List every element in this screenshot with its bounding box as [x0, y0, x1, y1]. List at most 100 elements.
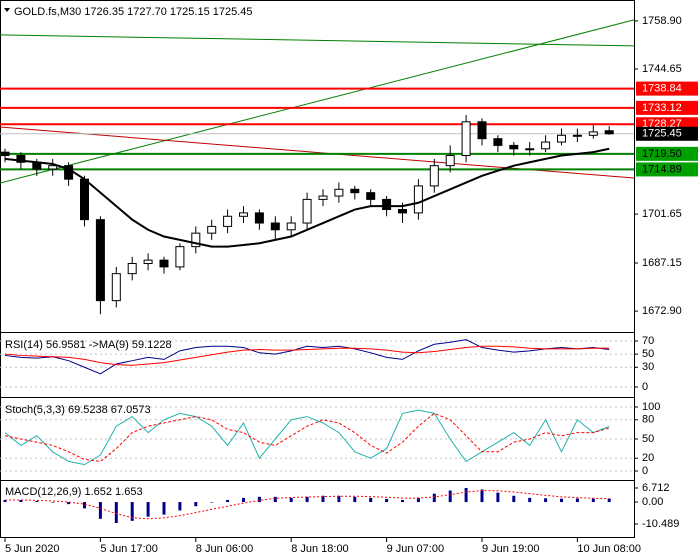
price-tag-label: 1725.45 — [642, 128, 682, 140]
price-tag-label: 1719.50 — [642, 148, 682, 160]
macd-bar — [321, 495, 325, 503]
y-tick-label: 0 — [642, 381, 648, 393]
price-tag — [636, 100, 698, 115]
candle-body — [429, 165, 439, 187]
macd-bar — [242, 497, 245, 503]
macd-bar — [194, 502, 198, 507]
macd-bar — [67, 502, 71, 505]
macd-bar — [289, 497, 293, 503]
y-tick-label: 1744.65 — [642, 63, 682, 75]
y-tick-label: 20 — [642, 452, 654, 464]
indicator-line — [4, 339, 610, 375]
price-tag-label: 1738.84 — [642, 82, 682, 94]
candle-body — [350, 188, 360, 194]
candle-body — [254, 212, 264, 224]
macd-bar — [226, 499, 230, 503]
panel-title: Stoch(5,3,3) 69.5238 67.0573 — [5, 404, 151, 416]
x-tick-label: 8 Jun 18:00 — [291, 543, 349, 555]
x-tick-label: 5 Jun 17:00 — [100, 543, 157, 555]
macd-bar — [480, 489, 484, 503]
price-tag-label: 1714.89 — [642, 163, 682, 175]
panel-title: MACD(12,26,9) 1.652 1.653 — [5, 486, 143, 498]
indicator-line — [4, 412, 610, 462]
macd-bar — [210, 502, 214, 503]
macd-bar — [98, 502, 102, 519]
menu-arrow — [4, 8, 10, 12]
candle-body — [604, 130, 614, 135]
macd-bar — [35, 501, 39, 503]
macd-bar — [512, 495, 516, 503]
macd-bar — [273, 496, 277, 503]
candle-body — [572, 134, 582, 137]
macd-bar — [114, 502, 118, 523]
candle-body — [111, 273, 121, 302]
candle-body — [334, 188, 344, 197]
candle-body — [445, 155, 455, 167]
macd-bar — [607, 498, 611, 503]
candle-body — [477, 121, 487, 140]
candle-body — [175, 246, 185, 268]
y-tick-label: 0 — [642, 465, 648, 477]
candle-body — [207, 225, 217, 234]
candle-body — [461, 121, 471, 157]
macd-bar — [51, 502, 55, 503]
candle-body — [270, 222, 280, 231]
candle-body — [127, 263, 137, 275]
y-tick-label: 1687.15 — [642, 257, 682, 269]
price-tag-label: 1733.12 — [642, 102, 682, 114]
candle-body — [382, 198, 392, 211]
indicator-line — [4, 409, 610, 466]
macd-bar — [416, 497, 420, 503]
x-tick-label: 8 Jun 06:00 — [196, 543, 254, 555]
macd-bar — [448, 490, 452, 503]
signal-line — [5, 490, 610, 520]
panel-title: RSI(14) 56.9581 ->MA(9) 59.1228 — [5, 339, 172, 351]
candle-body — [318, 195, 328, 200]
macd-bar — [305, 496, 309, 503]
candle-body — [239, 212, 248, 217]
macd-bar — [385, 498, 389, 503]
x-tick-label: 5 Jun 2020 — [5, 543, 59, 555]
candle-body — [366, 192, 376, 200]
macd-bar — [496, 492, 500, 503]
macd-bar — [464, 488, 468, 503]
y-tick-label: -10.489 — [642, 518, 679, 530]
y-tick-label: 1758.90 — [642, 15, 682, 27]
trend-line — [0, 19, 635, 184]
y-tick-label: 30 — [642, 361, 654, 373]
candle-body — [525, 148, 535, 151]
macd-bar — [83, 502, 86, 509]
candle-body — [48, 165, 58, 170]
macd-bar — [337, 495, 341, 503]
macd-bar — [146, 502, 150, 517]
x-tick-label: 10 Jun 08:00 — [577, 543, 641, 555]
macd-bar — [162, 502, 166, 515]
y-tick-label: 50 — [642, 433, 654, 445]
y-tick-label: 80 — [642, 414, 654, 426]
macd-bar — [432, 493, 436, 503]
macd-bar — [19, 499, 23, 503]
candle-body — [0, 151, 10, 157]
candle-body — [398, 209, 407, 214]
y-tick-label: 1701.65 — [642, 208, 682, 220]
macd-bar — [575, 498, 579, 503]
candle-body — [588, 131, 598, 136]
candle-body — [509, 144, 519, 150]
x-tick-label: 9 Jun 07:00 — [387, 543, 445, 555]
y-tick-label: 100 — [642, 401, 660, 413]
macd-bar — [591, 498, 595, 503]
candle-body — [95, 219, 105, 302]
candle-body — [191, 232, 201, 248]
macd-bar — [544, 498, 548, 503]
macd-bar — [369, 497, 373, 503]
x-tick-label: 9 Jun 19:00 — [482, 543, 540, 555]
y-tick-label: 0.00 — [642, 496, 663, 508]
candle-body — [80, 178, 89, 221]
macd-bar — [353, 496, 357, 503]
y-tick-label: 1672.90 — [642, 305, 682, 317]
macd-bar — [3, 499, 7, 503]
trend-line — [0, 34, 635, 47]
price-tag — [636, 146, 698, 161]
y-tick-label: 70 — [642, 335, 654, 347]
